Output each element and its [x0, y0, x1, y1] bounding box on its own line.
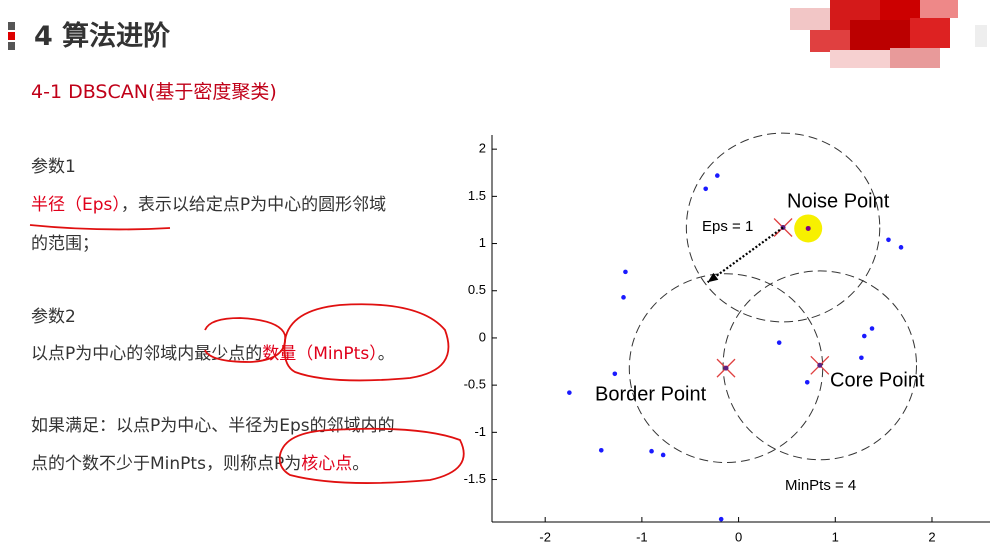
text-span: 如果满足：以点P为中心、半径为Eps的邻域内的 [31, 416, 395, 436]
data-point [718, 516, 724, 522]
text-line: 半径（Eps），表示以给定点P为中心的圆形邻域 [31, 190, 386, 215]
data-point [612, 371, 618, 377]
title: 4 算法进阶 [34, 21, 171, 52]
data-point [703, 186, 709, 192]
x-tick-label: 2 [928, 529, 935, 544]
eps-arrow [706, 226, 784, 284]
highlight-text: 半径（Eps） [31, 195, 121, 215]
y-tick-label: 1.5 [468, 188, 486, 203]
figure-label: Core Point [830, 369, 925, 391]
x-tick-label: 1 [832, 529, 839, 544]
data-point [804, 380, 810, 385]
x-tick-label: 0 [735, 529, 742, 544]
figure-label: MinPts = 4 [785, 477, 856, 494]
text-line: 如果满足：以点P为中心、半径为Eps的邻域内的 [31, 411, 395, 436]
figure-label: Border Point [595, 383, 707, 405]
text-line: 的范围； [31, 229, 99, 254]
labeled-point [810, 355, 830, 375]
y-tick-label: 1 [479, 235, 486, 250]
y-tick-label: -1.5 [464, 471, 486, 486]
figure-label: Noise Point [787, 190, 890, 212]
text-line: 以点P为中心的邻域内最少点的数量（MinPts）。 [31, 339, 395, 364]
y-tick-label: 2 [479, 141, 486, 156]
highlight-text: 核心点 [301, 454, 353, 474]
bullet [8, 22, 15, 30]
text-span: 。 [352, 454, 370, 474]
eps-circle [685, 132, 881, 323]
logo [790, 0, 987, 68]
arrow-head [707, 272, 719, 283]
text-line: 参数1 [31, 152, 76, 177]
noise-point [805, 225, 811, 231]
data-point [869, 326, 875, 331]
data-point [886, 237, 891, 243]
x-tick-label: -2 [539, 529, 551, 544]
data-point [660, 452, 666, 458]
bullet [8, 32, 15, 40]
labeled-point [716, 358, 736, 378]
data-point [898, 245, 904, 250]
text-span: 的范围； [31, 234, 99, 254]
text-span: 参数1 [31, 157, 76, 177]
bullet [8, 42, 15, 50]
data-point [598, 447, 604, 453]
y-tick-label: 0.5 [468, 282, 486, 297]
data-point [649, 448, 654, 454]
data-point [859, 355, 864, 361]
text-span: 点的个数不少于MinPts，则称点P为 [31, 454, 302, 474]
y-tick-label: -1 [474, 424, 486, 439]
handwriting [29, 224, 465, 484]
point-dot [723, 365, 729, 371]
text-line: 点的个数不少于MinPts，则称点P为核心点。 [31, 449, 369, 474]
data-point [776, 340, 782, 345]
figure-label: Eps = 1 [702, 218, 753, 235]
point-dot [817, 362, 823, 368]
data-point [623, 269, 628, 275]
data-point [861, 333, 867, 339]
text-span: 。 [377, 344, 395, 364]
text-span: 以点P为中心的邻域内最少点的 [31, 344, 263, 364]
text-span: ，表示以给定点P为中心的圆形邻域 [120, 195, 387, 215]
x-tick-label: -1 [636, 529, 648, 544]
subtitle: 4-1 DBSCAN(基于密度聚类) [31, 81, 277, 103]
y-tick-label: -0.5 [464, 377, 486, 392]
text-line: 参数2 [31, 302, 76, 327]
data-point [567, 390, 572, 395]
text-span: 参数2 [31, 307, 76, 327]
y-tick-label: 0 [479, 329, 486, 344]
highlight-text: 数量（MinPts） [262, 344, 378, 364]
data-point [621, 295, 626, 300]
data-point [715, 173, 720, 178]
